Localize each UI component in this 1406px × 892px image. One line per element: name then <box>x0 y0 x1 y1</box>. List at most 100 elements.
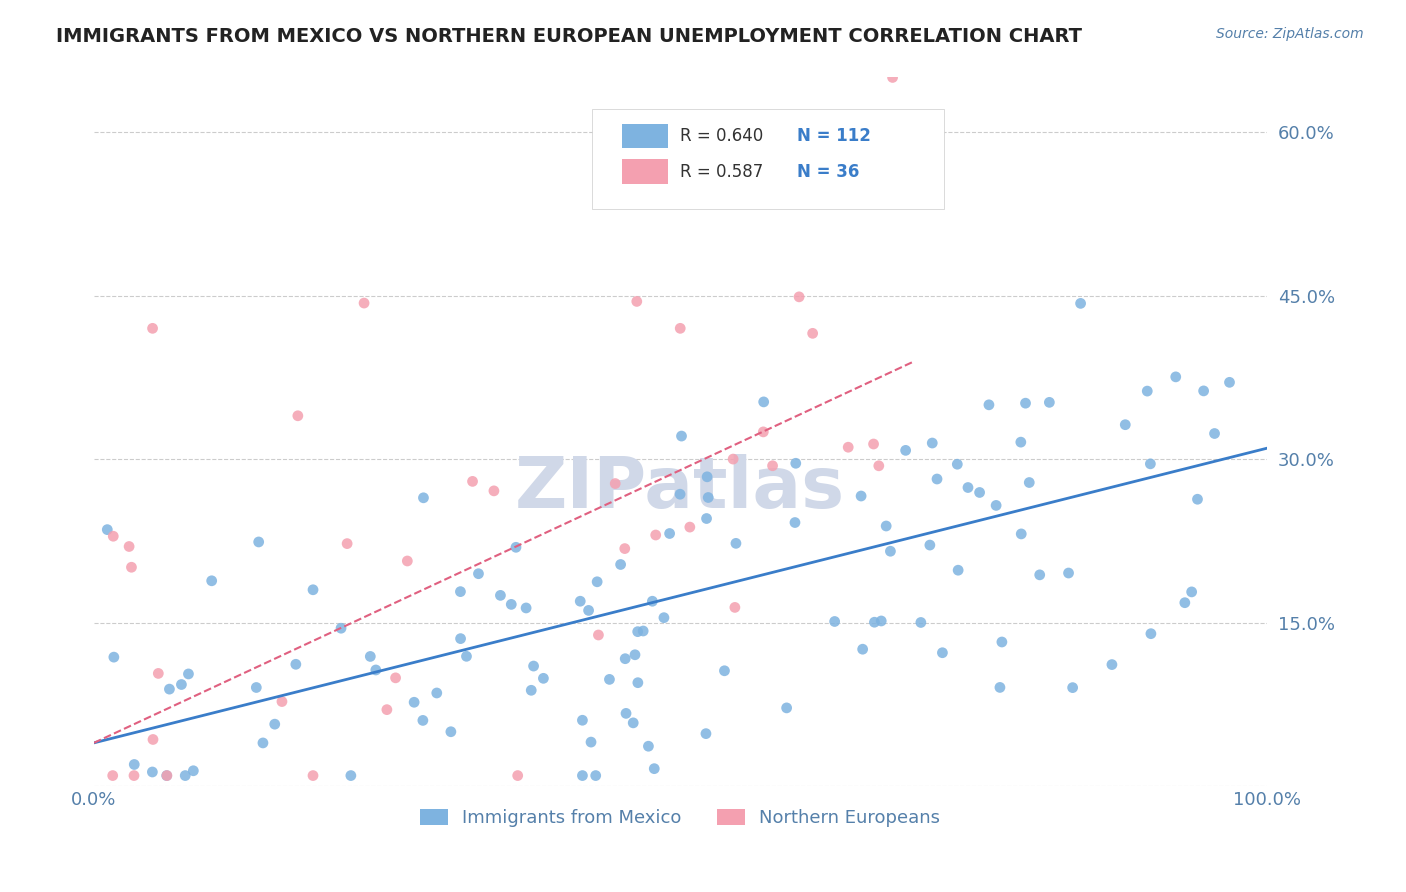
Text: Source: ZipAtlas.com: Source: ZipAtlas.com <box>1216 27 1364 41</box>
Point <box>482 483 505 498</box>
Point <box>122 757 145 772</box>
Point <box>412 491 434 505</box>
Point <box>787 290 810 304</box>
Point <box>571 768 593 782</box>
Point <box>1014 396 1036 410</box>
Point <box>121 560 143 574</box>
Text: R = 0.587: R = 0.587 <box>681 162 763 181</box>
Point <box>870 614 893 628</box>
Point <box>1204 426 1226 441</box>
Point <box>1139 457 1161 471</box>
Point <box>1174 596 1197 610</box>
Point <box>783 516 806 530</box>
Point <box>627 675 650 690</box>
Point <box>679 520 702 534</box>
Point <box>1028 567 1050 582</box>
Point <box>697 491 720 505</box>
Point <box>991 635 1014 649</box>
Point <box>931 646 953 660</box>
Point <box>426 686 449 700</box>
Point <box>868 458 890 473</box>
Point <box>440 724 463 739</box>
Legend: Immigrants from Mexico, Northern Europeans: Immigrants from Mexico, Northern Europea… <box>413 802 948 834</box>
Point <box>598 673 620 687</box>
Point <box>695 726 717 740</box>
Point <box>862 437 884 451</box>
Point <box>882 70 904 85</box>
Point <box>631 624 654 638</box>
Point <box>156 768 179 782</box>
Point <box>359 649 381 664</box>
Point <box>837 440 859 454</box>
Point <box>752 395 775 409</box>
Point <box>918 538 941 552</box>
Point <box>404 695 426 709</box>
FancyBboxPatch shape <box>621 159 668 184</box>
Point <box>609 558 631 572</box>
Point <box>752 425 775 439</box>
Point <box>103 650 125 665</box>
Point <box>721 452 744 467</box>
Point <box>520 683 543 698</box>
Point <box>956 481 979 495</box>
Point <box>1062 681 1084 695</box>
Point <box>1218 376 1240 390</box>
Point <box>118 540 141 554</box>
Point <box>461 475 484 489</box>
Point <box>364 663 387 677</box>
Point <box>245 681 267 695</box>
Point <box>284 657 307 672</box>
Point <box>1181 585 1204 599</box>
Point <box>101 768 124 782</box>
Point <box>969 485 991 500</box>
Point <box>724 536 747 550</box>
Point <box>141 764 163 779</box>
Point <box>247 535 270 549</box>
Point <box>287 409 309 423</box>
Point <box>624 648 647 662</box>
Point <box>340 768 363 782</box>
Point <box>531 671 554 685</box>
Point <box>353 296 375 310</box>
Point <box>713 664 735 678</box>
Point <box>523 659 546 673</box>
Point <box>1164 370 1187 384</box>
Point <box>183 764 205 778</box>
Point <box>643 762 665 776</box>
Point <box>122 768 145 782</box>
Point <box>174 768 197 782</box>
Point <box>1114 417 1136 432</box>
Point <box>1136 384 1159 398</box>
Point <box>852 642 875 657</box>
Point <box>894 443 917 458</box>
Point <box>156 768 179 782</box>
Text: N = 112: N = 112 <box>797 128 872 145</box>
Point <box>863 615 886 630</box>
Point <box>696 470 718 484</box>
Point <box>450 632 472 646</box>
FancyBboxPatch shape <box>592 110 943 209</box>
Point <box>785 456 807 470</box>
Point <box>336 536 359 550</box>
Point <box>875 519 897 533</box>
Point <box>177 667 200 681</box>
Point <box>626 294 648 309</box>
Point <box>571 713 593 727</box>
Point <box>585 768 607 782</box>
Point <box>627 624 650 639</box>
Point <box>578 603 600 617</box>
Point <box>396 554 419 568</box>
Point <box>96 523 118 537</box>
Point <box>302 768 325 782</box>
Point <box>201 574 224 588</box>
Point <box>696 511 718 525</box>
Point <box>637 739 659 754</box>
Point <box>669 487 692 501</box>
Point <box>652 610 675 624</box>
Point <box>467 566 489 581</box>
Point <box>605 476 627 491</box>
Point <box>271 694 294 708</box>
Point <box>501 598 523 612</box>
FancyBboxPatch shape <box>621 123 668 148</box>
Point <box>613 541 636 556</box>
